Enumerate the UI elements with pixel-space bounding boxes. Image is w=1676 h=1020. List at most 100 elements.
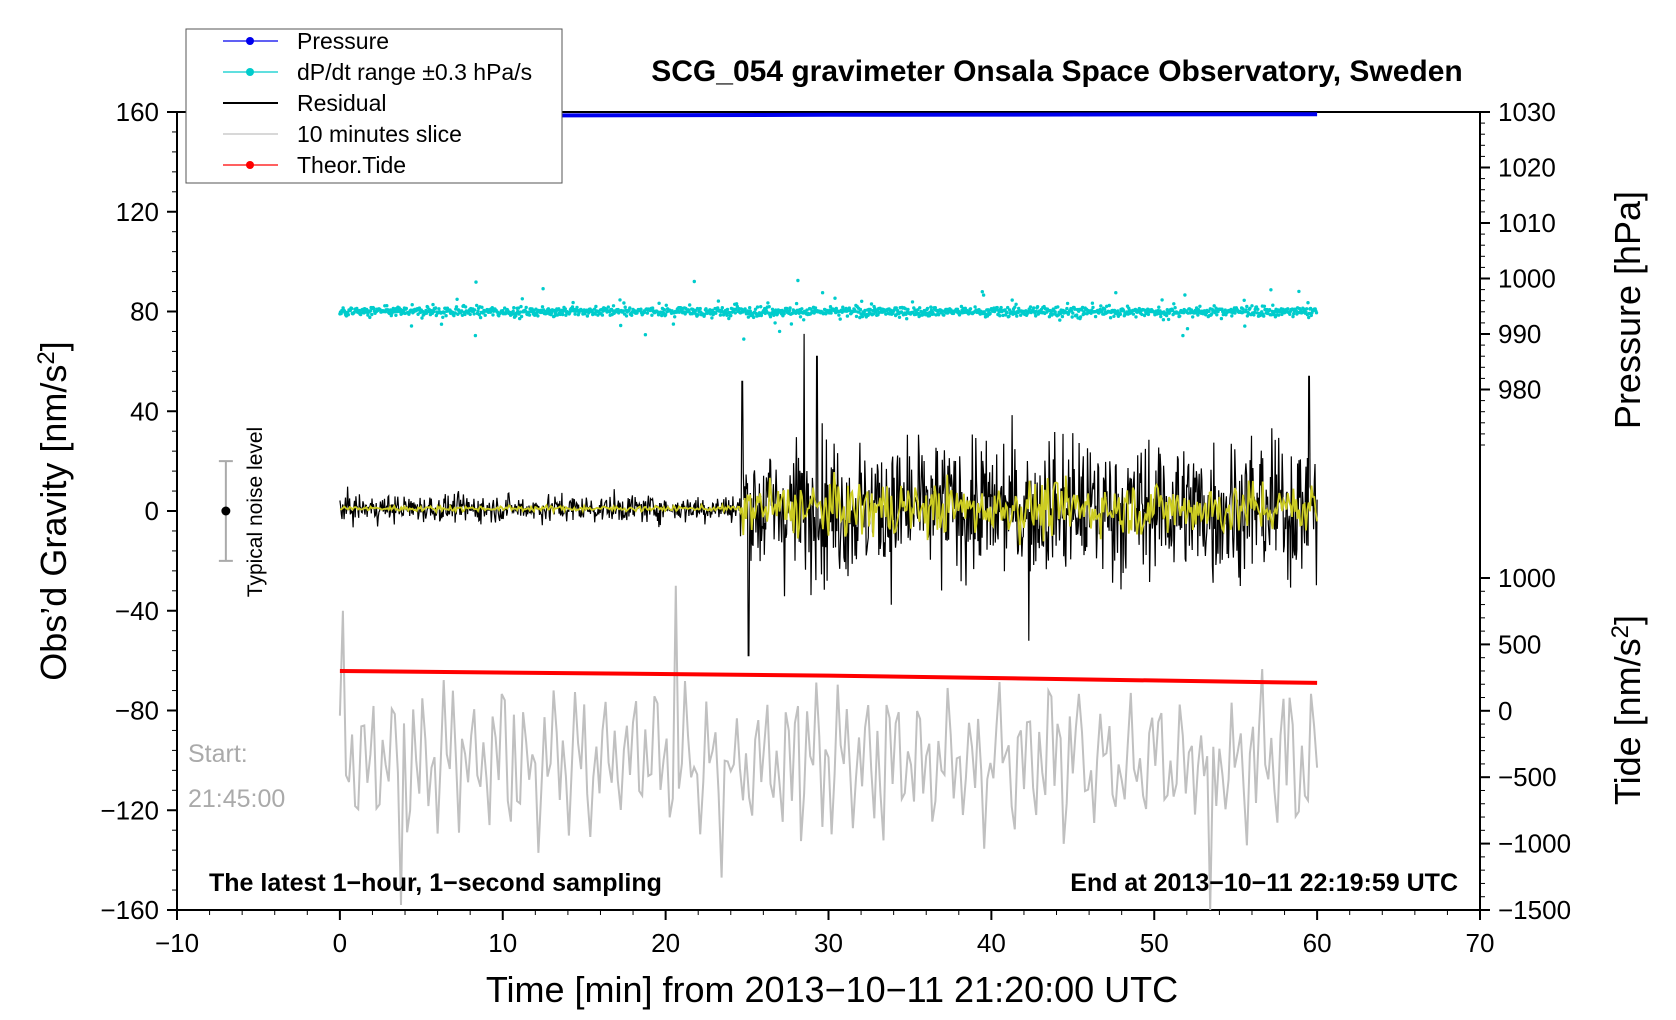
dpdt-point	[1131, 312, 1136, 316]
dpdt-point	[729, 313, 733, 318]
dpdt-point	[1099, 304, 1103, 308]
dpdt-point	[1198, 304, 1202, 308]
y-axis-label-main: Obs’d Gravity [nm/s	[33, 365, 74, 681]
dpdt-point	[1307, 315, 1311, 320]
dpdt-point	[540, 305, 545, 309]
dpdt-point	[510, 312, 515, 316]
x-tick-label: 30	[814, 928, 843, 958]
tide-tick-label: 500	[1498, 629, 1541, 659]
legend-label: Residual	[297, 90, 387, 116]
dpdt-point	[918, 306, 922, 310]
dpdt-point	[903, 307, 908, 311]
dpdt-point	[677, 310, 681, 314]
dpdt-point	[725, 313, 729, 317]
dpdt-point	[755, 305, 760, 309]
y-tick-label: 80	[130, 297, 159, 327]
dpdt-point	[794, 301, 799, 306]
dpdt-point	[409, 308, 413, 312]
dpdt-point	[936, 313, 941, 317]
dpdt-point	[1013, 305, 1017, 309]
dpdt-point	[787, 309, 792, 313]
x-tick-label: 20	[651, 928, 680, 958]
dpdt-point	[1288, 312, 1292, 316]
dpdt-point	[594, 304, 598, 309]
dpdt-point	[735, 304, 739, 309]
dpdt-point	[1185, 327, 1190, 331]
dpdt-point	[477, 313, 481, 317]
dpdt-point	[899, 310, 904, 314]
y-tick-label: −40	[115, 596, 159, 626]
dpdt-point	[624, 314, 629, 318]
dpdt-point	[733, 311, 737, 315]
dpdt-point	[1161, 318, 1166, 322]
dpdt-point	[563, 307, 567, 311]
pressure-tick-label: 990	[1498, 319, 1541, 349]
dpdt-point	[981, 293, 986, 297]
dpdt-point	[999, 305, 1003, 310]
dpdt-point	[1107, 303, 1112, 308]
legend-box	[185, 28, 563, 184]
dpdt-point	[593, 312, 597, 316]
dpdt-point	[606, 305, 610, 309]
dpdt-point	[863, 308, 867, 313]
dpdt-point	[782, 312, 786, 316]
dpdt-point	[860, 314, 865, 319]
dpdt-point	[742, 337, 746, 341]
dpdt-point	[1073, 307, 1077, 311]
x-tick-label: 0	[333, 928, 347, 958]
dpdt-point	[512, 306, 516, 310]
pressure-tick-label: 1010	[1498, 208, 1556, 238]
tide-tick-label: 1000	[1498, 563, 1556, 593]
dpdt-point	[766, 301, 770, 305]
dpdt-point	[718, 313, 723, 317]
dpdt-point	[1244, 308, 1248, 312]
dpdt-point	[1134, 315, 1138, 319]
dpdt-point	[630, 313, 634, 317]
dpdt-point	[838, 317, 842, 321]
dpdt-point	[1172, 302, 1176, 306]
dpdt-point	[1050, 313, 1054, 317]
dpdt-point	[873, 306, 877, 311]
dpdt-point	[1114, 291, 1118, 295]
y-tick-label: −80	[115, 696, 159, 726]
dpdt-point	[942, 313, 946, 317]
dpdt-point	[622, 301, 626, 305]
dpdt-point	[913, 308, 917, 312]
dpdt-point	[1065, 301, 1070, 306]
dpdt-point	[1181, 333, 1185, 338]
dpdt-point	[1241, 307, 1245, 311]
dpdt-point	[1056, 305, 1060, 309]
dpdt-point	[748, 306, 752, 310]
dpdt-point	[837, 313, 841, 317]
dpdt-point	[573, 312, 577, 316]
dpdt-point	[643, 333, 648, 337]
dpdt-point	[1262, 314, 1266, 318]
dpdt-point	[349, 306, 354, 311]
y-axis-label-close: ]	[33, 341, 74, 351]
dpdt-point	[858, 315, 862, 320]
dpdt-point	[858, 307, 863, 312]
legend-entry: 10 minutes slice	[223, 121, 462, 147]
dpdt-point	[1075, 313, 1079, 317]
dpdt-point	[1243, 324, 1247, 328]
dpdt-point	[1026, 310, 1031, 314]
dpdt-point	[541, 287, 545, 291]
x-tick-label: 70	[1466, 928, 1495, 958]
dpdt-point	[404, 306, 408, 311]
dpdt-point	[561, 312, 565, 317]
dpdt-point	[1215, 313, 1219, 317]
noise-level-label: Typical noise level	[244, 427, 267, 597]
dpdt-point	[845, 314, 850, 318]
dpdt-point	[710, 316, 714, 320]
dpdt-point	[905, 317, 909, 321]
dpdt-point	[473, 308, 477, 312]
y-tick-label: 40	[130, 396, 159, 426]
dpdt-point	[805, 308, 809, 312]
dpdt-point	[1160, 298, 1164, 302]
dpdt-point	[368, 315, 372, 320]
dpdt-point	[841, 305, 845, 309]
legend-swatch-marker	[246, 68, 254, 76]
dpdt-point	[1212, 304, 1216, 308]
dpdt-point	[434, 313, 438, 318]
